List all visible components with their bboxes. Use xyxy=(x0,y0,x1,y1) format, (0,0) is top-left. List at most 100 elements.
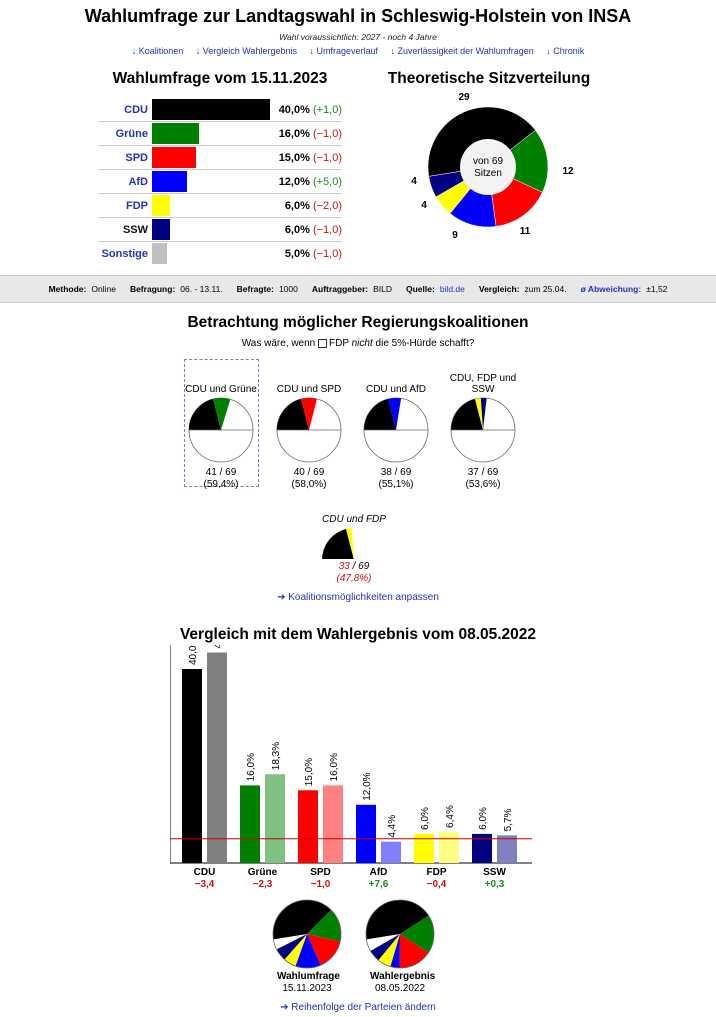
method-item-quelle[interactable]: Quelle: bild.de xyxy=(406,284,465,294)
category-label: CDU xyxy=(194,867,216,878)
change-party-order-link[interactable]: ➔ Reihenfolge der Parteien ändern xyxy=(280,1002,436,1013)
poll-row-afd: AfD 12,0% (+5,0) xyxy=(98,169,342,194)
party-percent: 15,0% xyxy=(278,151,310,164)
party-bar-cell xyxy=(152,145,272,170)
nav-link-umfrageverlauf[interactable]: ↓ Umfrageverlauf xyxy=(309,46,379,56)
adjust-coalitions-link[interactable]: ➔ Koalitionsmöglichkeiten anpassen xyxy=(277,592,439,603)
bar-fdp-poll xyxy=(414,833,434,863)
coalition-cdu-und-fdp[interactable]: CDU und FDP 33 / 69 (47,8%) xyxy=(316,491,392,585)
bar-value-label: 16,0% xyxy=(246,753,257,781)
nav-link-chronik[interactable]: ↓ Chronik xyxy=(546,46,585,56)
bar-value-label: 5,7% xyxy=(503,808,514,831)
method-item-befragte: Befragte: 1000 xyxy=(237,284,298,294)
poll-row-fdp: FDP 6,0% (−2,0) xyxy=(98,193,342,218)
page-title: Wahlumfrage zur Landtagswahl in Schleswi… xyxy=(84,6,632,26)
coalition-slice xyxy=(213,398,231,430)
party-bar-cell xyxy=(152,169,272,194)
threshold-question-post: die 5%-Hürde schafft? xyxy=(375,338,475,349)
compare-pie-outline xyxy=(272,899,342,969)
bar-value-label: 12,0% xyxy=(362,772,373,800)
nav-link-koalitionen[interactable]: ↓ Koalitionen xyxy=(131,46,184,56)
coalition-title: CDU, FDP und SSW xyxy=(449,373,517,395)
poll-row-gruene: Grüne 16,0% (−1,0) xyxy=(98,121,342,146)
party-change: (+1,0) xyxy=(312,103,342,116)
method-key: Vergleich: xyxy=(478,284,520,294)
seat-slice-gruene xyxy=(487,129,549,193)
compare-pie-slice xyxy=(378,934,400,967)
threshold-nicht: nicht xyxy=(351,338,373,349)
coalition-cdu-fdp-und-ssw[interactable]: CDU, FDP und SSW 37 / 69 (53,6%) xyxy=(445,361,521,491)
seat-label-afd: 9 xyxy=(452,230,458,241)
coalition-result: 38 / 69 (55,1%) xyxy=(378,467,414,490)
compare-pie-label: Wahlergebnis 08.05.2022 xyxy=(370,971,435,995)
fdp-threshold-checkbox[interactable] xyxy=(318,338,328,348)
party-bar xyxy=(152,243,167,264)
category-diff: −3,4 xyxy=(195,879,215,890)
bar-value-label: 6,0% xyxy=(420,807,431,830)
coalition-cdu-und-gruene[interactable]: CDU und Grüne 41 / 69 (59,4%) xyxy=(183,361,259,491)
party-name[interactable]: FDP xyxy=(98,193,152,218)
party-name[interactable]: AfD xyxy=(98,169,152,194)
nav-link-vergleich[interactable]: ↓ Vergleich Wahlergebnis xyxy=(195,46,297,56)
compare-pie-slice xyxy=(276,934,307,960)
seat-label-ssw: 4 xyxy=(411,176,417,187)
bar-value-label: 15,0% xyxy=(304,758,315,786)
coalition-result: 33 / 69 (47,8%) xyxy=(336,561,372,584)
party-bar-cell xyxy=(152,217,272,242)
category-label: FDP xyxy=(427,867,447,878)
bar-gruene-result xyxy=(265,774,285,863)
coalition-percent: (53,6%) xyxy=(465,479,501,490)
party-name[interactable]: SPD xyxy=(98,145,152,170)
party-value-cell: 40,0% (+1,0) xyxy=(272,98,342,122)
party-name[interactable]: Sonstige xyxy=(101,247,148,260)
coalition-slice xyxy=(189,398,221,430)
poll-row-ssw: SSW 6,0% (−1,0) xyxy=(98,217,342,242)
threshold-party: FDP xyxy=(329,338,349,349)
seat-label-spd: 11 xyxy=(520,226,531,237)
party-percent: 6,0% xyxy=(284,199,310,212)
compare-pie-slice xyxy=(295,934,321,968)
coalition-result: 41 / 69 (59,4%) xyxy=(203,467,239,490)
category-label: Grüne xyxy=(248,867,278,878)
bar-cdu-result xyxy=(207,652,227,863)
compare-pie-label: Wahlumfrage 15.11.2023 xyxy=(277,971,340,995)
method-item-vergleich: Vergleich: zum 25.04. xyxy=(479,284,567,294)
coalition-slice xyxy=(364,398,396,430)
nav-link-zuverlaessigkeit[interactable]: ↓ Zuverlässigkeit der Wahlumfragen xyxy=(390,46,534,56)
coalition-seats: 40 xyxy=(293,467,305,478)
coalition-cdu-und-spd[interactable]: CDU und SPD 40 / 69 (58,0%) xyxy=(271,361,347,491)
coalition-result: 37 / 69 (53,6%) xyxy=(465,467,501,490)
party-change: (+5,0) xyxy=(312,175,342,188)
comparison-bar-chart: 40,0% 43,4% CDU−3,4 16,0% 18,3% Grüne−2,3 15,0… xyxy=(170,645,532,890)
compare-pie-result xyxy=(365,899,435,969)
compare-pie-label-line2: 08.05.2022 xyxy=(374,983,426,994)
party-name[interactable]: CDU xyxy=(98,98,152,122)
method-item-abweichung[interactable]: ø Abweichung: ±1,52 xyxy=(581,284,668,294)
coalition-slice xyxy=(301,398,317,430)
party-bar xyxy=(152,171,188,192)
election-subtitle: Wahl voraussichtlich: 2027 - noch 4 Jahr… xyxy=(279,32,437,42)
seats-heading: Theoretische Sitzverteilung xyxy=(387,70,591,87)
coalition-total: 69 xyxy=(400,467,412,478)
compare-pie-label-line1: Wahlumfrage xyxy=(277,971,340,982)
compare-pie-slice xyxy=(400,915,434,953)
coalition-slice xyxy=(480,398,487,430)
bar-ssw-result xyxy=(497,835,517,863)
bar-value-label: 6,4% xyxy=(445,805,456,828)
compare-pie-poll xyxy=(272,899,342,969)
party-bar-cell xyxy=(152,242,272,266)
coalition-cdu-und-afd[interactable]: CDU und AfD 38 / 69 (55,1%) xyxy=(358,361,434,491)
method-key: Methode: xyxy=(48,284,87,294)
party-bar xyxy=(152,195,170,216)
party-name[interactable]: Grüne xyxy=(98,121,152,146)
category-diff: −2,3 xyxy=(253,879,273,890)
coalition-slice xyxy=(451,398,483,430)
coalition-title: CDU und Grüne xyxy=(185,384,257,395)
method-value: BILD xyxy=(373,284,392,294)
coalition-title: CDU und SPD xyxy=(276,384,342,395)
category-diff: +0,3 xyxy=(485,879,505,890)
method-key: Auftraggeber: xyxy=(311,284,369,294)
bar-spd-poll xyxy=(298,790,318,863)
bar-value-label: 18,3% xyxy=(271,742,282,770)
